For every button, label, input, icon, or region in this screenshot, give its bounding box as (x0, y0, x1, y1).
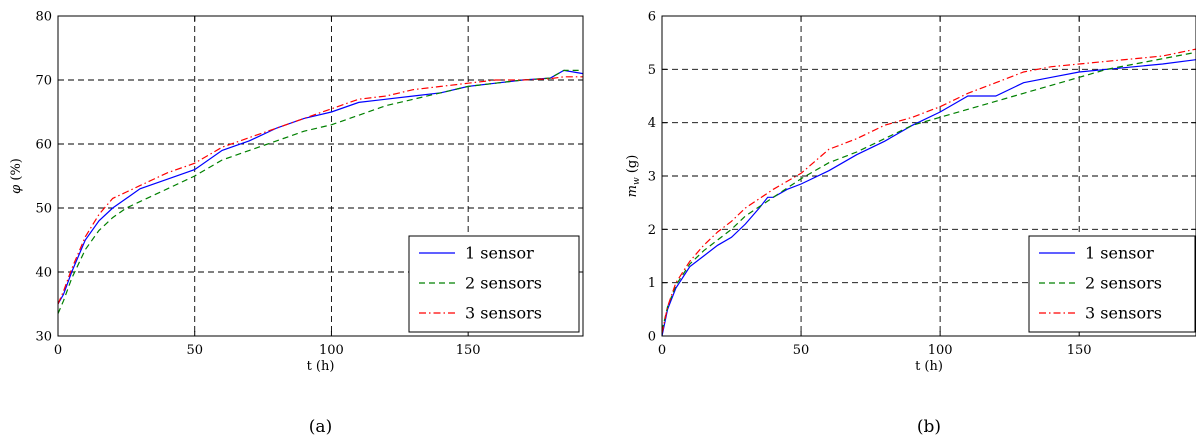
panel-caption: (b) (917, 417, 941, 437)
legend-label-2: 2 sensors (1085, 274, 1162, 293)
y-tick-label: 4 (648, 116, 656, 131)
legend: 1 sensor 2 sensors 3 sensors (408, 235, 580, 333)
legend-label-1: 1 sensor (1085, 244, 1154, 263)
y-tick-label: 60 (35, 138, 52, 153)
y-tick-label: 3 (648, 170, 656, 185)
legend-label-3: 3 sensors (1085, 304, 1162, 323)
plot-frame (57, 15, 584, 337)
y-axis-label: φ (%) (9, 158, 24, 194)
y-axis-symbol: φ (9, 184, 24, 194)
x-axis-label: t (h) (307, 359, 335, 374)
series-line-2 (661, 51, 1196, 331)
series-lines (661, 48, 1196, 337)
panel-caption: (a) (309, 417, 332, 437)
y-tick-label: 30 (35, 330, 52, 345)
y-tick-label: 80 (35, 10, 52, 25)
x-axis-label: t (h) (915, 359, 943, 374)
y-tick-label: 6 (648, 10, 656, 25)
x-tick-label: 50 (186, 343, 203, 358)
y-axis-symbol: m (625, 185, 640, 197)
y-axis-label: mw (g) (625, 155, 642, 198)
x-tick-label: 50 (793, 343, 810, 358)
x-tick-label: 150 (1067, 343, 1092, 358)
panel-a: 0 50 100 150 30 40 50 60 70 80 t (h) φ (%) 1 sens… (9, 10, 584, 437)
series-line-3 (57, 76, 583, 305)
y-tick-label: 50 (35, 202, 52, 217)
axis-ticks: 0 50 100 150 30 40 50 60 70 80 (35, 10, 583, 358)
y-tick-label: 5 (648, 63, 656, 78)
legend-label-2: 2 sensors (465, 274, 542, 293)
y-tick-label: 40 (35, 266, 52, 281)
legend: 1 sensor 2 sensors 3 sensors (1028, 235, 1196, 333)
series-lines (57, 69, 584, 314)
x-tick-label: 100 (928, 343, 953, 358)
series-line-2 (57, 69, 583, 314)
y-tick-label: 2 (648, 223, 656, 238)
panel-b: 0 50 100 150 0 1 2 3 4 5 6 t (h) mw (g) 1 sensor 2 … (625, 10, 1196, 437)
series-line-1 (661, 59, 1196, 337)
x-tick-label: 0 (54, 343, 62, 358)
series-line-3 (661, 48, 1196, 334)
x-tick-label: 150 (456, 343, 481, 358)
y-tick-label: 0 (648, 330, 656, 345)
legend-box (1028, 235, 1196, 333)
y-axis-subscript: w (632, 177, 642, 185)
y-tick-label: 70 (35, 74, 52, 89)
y-axis-unit: (%) (9, 158, 24, 185)
legend-label-3: 3 sensors (465, 304, 542, 323)
legend-label-1: 1 sensor (465, 244, 534, 263)
y-tick-label: 1 (648, 276, 656, 291)
axis-ticks: 0 50 100 150 0 1 2 3 4 5 6 (648, 10, 1196, 358)
x-tick-label: 0 (658, 343, 666, 358)
legend-box (408, 235, 580, 333)
x-tick-label: 100 (319, 343, 344, 358)
y-axis-unit: (g) (625, 155, 640, 178)
